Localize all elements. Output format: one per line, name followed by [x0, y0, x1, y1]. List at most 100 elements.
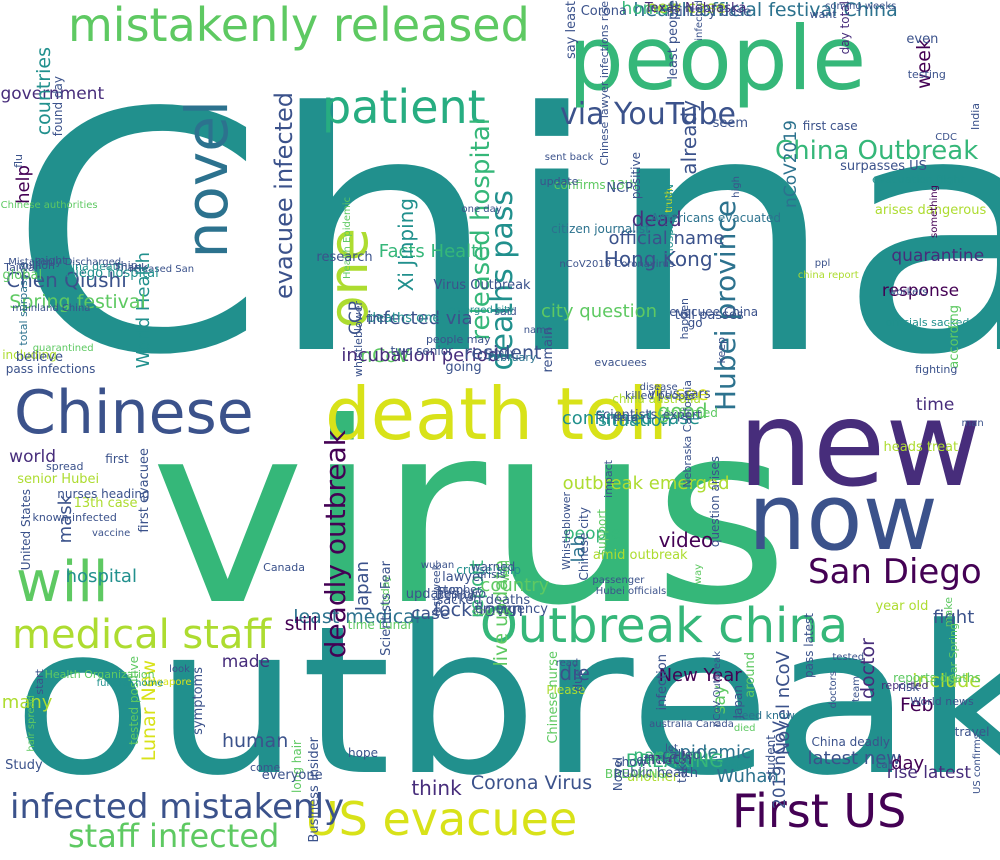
word: Chinese city — [577, 506, 592, 581]
word: least medical — [293, 605, 421, 628]
word: Spring festival — [9, 291, 146, 314]
word: family — [484, 347, 516, 359]
word: china australia — [612, 391, 701, 406]
word: sacked deaths — [436, 593, 531, 609]
word: time — [915, 394, 955, 415]
word: china report — [797, 270, 859, 282]
word: hair spread — [26, 694, 38, 752]
word: everyone — [261, 767, 323, 783]
word: research — [316, 249, 373, 265]
word: Study — [5, 757, 43, 773]
word: according — [946, 305, 962, 369]
word: hospital — [65, 565, 137, 587]
word: confirmed case — [561, 407, 700, 429]
word: day — [891, 752, 925, 774]
word: human — [221, 730, 289, 753]
word: think — [411, 775, 462, 800]
word: scientists — [596, 408, 658, 424]
word: including — [2, 348, 57, 363]
word: nCoV — [360, 345, 411, 368]
word: call — [876, 760, 894, 772]
word: will — [16, 550, 109, 615]
word: Wuhan — [716, 765, 779, 787]
word: infected — [693, 0, 705, 41]
word: officials sacked — [885, 315, 970, 329]
word: outbreak emerged — [562, 472, 730, 494]
word: India — [969, 102, 983, 130]
word: Japan — [730, 685, 745, 719]
word: heads treat — [883, 440, 959, 456]
word: epidemic — [668, 742, 751, 764]
word: another — [627, 770, 679, 786]
word: NCP — [606, 181, 634, 197]
word: known infected — [32, 510, 117, 524]
word: good — [657, 399, 708, 424]
word: nurses heading — [57, 487, 150, 502]
word: Americans evacuated — [650, 211, 781, 226]
word: death toll — [325, 372, 669, 456]
word: Mistakenly Discharged — [8, 257, 122, 269]
word: evacuee China — [669, 305, 759, 320]
word: two senior — [390, 343, 453, 358]
word: wuhan — [420, 560, 455, 572]
word: workers — [888, 287, 928, 299]
word: official — [636, 753, 676, 768]
word: city question — [540, 300, 658, 322]
word: way — [693, 563, 705, 585]
word: Corona Virus — [470, 772, 593, 794]
word: find — [365, 311, 387, 325]
word: made — [221, 651, 270, 672]
word: fighting — [915, 362, 958, 376]
word: Hong Kong — [603, 247, 713, 272]
word: ship — [114, 258, 138, 272]
word: want — [809, 7, 837, 21]
word: Facts Health — [378, 241, 490, 263]
word: hospital CNN — [663, 184, 677, 256]
word: seem — [712, 115, 749, 131]
word: military base — [666, 4, 752, 20]
word: latest new — [807, 747, 902, 769]
word: now — [748, 464, 938, 571]
word: team — [851, 676, 863, 703]
word: read — [555, 657, 579, 669]
word: might — [34, 253, 67, 267]
word: Japan — [352, 560, 374, 612]
word: CDC — [935, 131, 957, 143]
word: Thank — [113, 261, 148, 275]
word: say least — [563, 0, 579, 59]
word: World news — [910, 694, 974, 708]
word: let — [665, 743, 678, 755]
word: US confirms — [971, 733, 983, 794]
word: San Diego — [808, 552, 982, 592]
word: virus — [150, 369, 790, 660]
word: world — [9, 447, 56, 468]
word: time Lunar — [347, 617, 413, 632]
word: Please — [546, 682, 586, 697]
word: quarantine — [891, 245, 985, 266]
word: stop — [437, 582, 464, 597]
word: emergency — [474, 601, 548, 617]
word: Business Insider — [307, 737, 323, 843]
word: nCoV Outbreak — [711, 650, 723, 727]
word: updates two — [405, 587, 487, 603]
word: long hair — [290, 740, 305, 794]
word: people may — [425, 332, 491, 346]
word: update — [539, 174, 579, 188]
word: incubation period — [341, 345, 500, 367]
word: student — [764, 735, 779, 782]
word: reported — [881, 679, 929, 693]
word: patient — [322, 80, 486, 134]
word: name — [523, 325, 553, 337]
word: confirms 13th — [553, 178, 638, 193]
word: Scientists Fear — [378, 560, 394, 656]
word: make — [942, 597, 956, 628]
word: Outbreak china — [480, 598, 849, 654]
word: citizen journalist — [551, 222, 650, 237]
word: China Outbreak — [775, 136, 979, 166]
word: Beijing — [436, 588, 475, 602]
word: situation — [597, 410, 672, 431]
word: even — [906, 31, 939, 47]
word: toll passes — [674, 307, 744, 323]
word: BREAKING — [604, 767, 667, 782]
word: official name — [608, 227, 725, 249]
